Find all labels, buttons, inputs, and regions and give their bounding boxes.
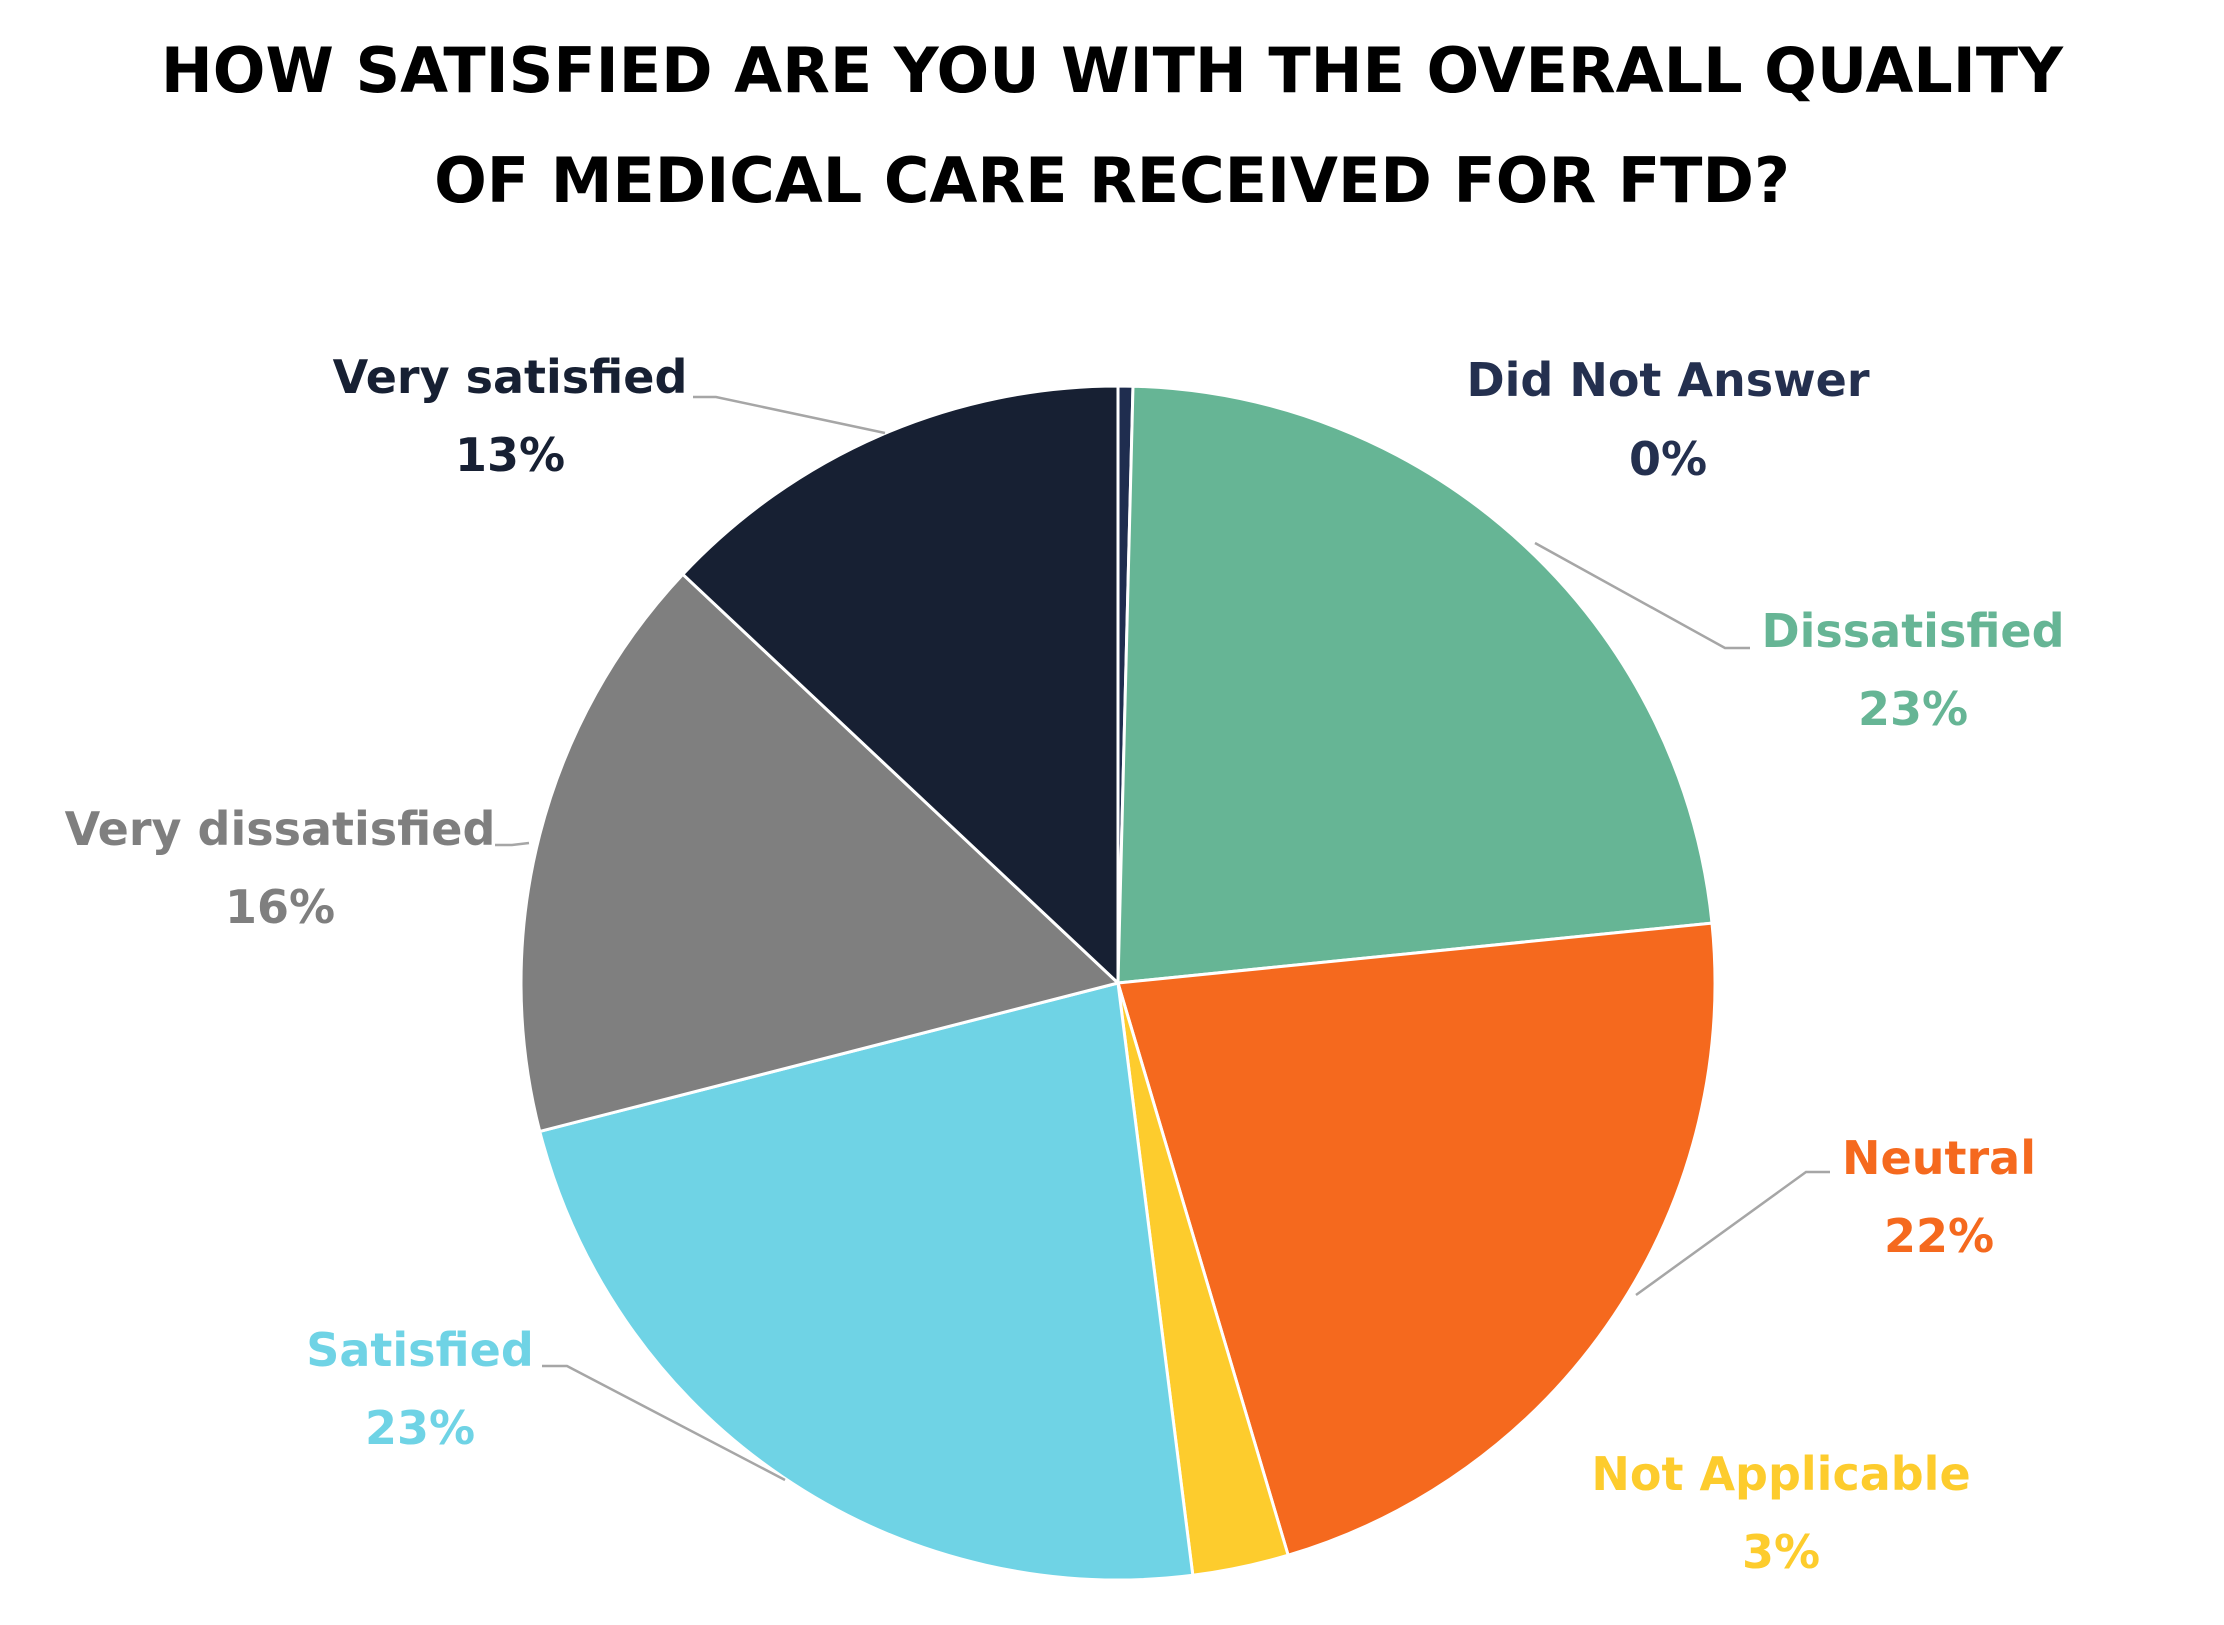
pie-slice-satisfied — [538, 981, 1195, 1582]
data-label-value-satisfied: 23% — [365, 1401, 475, 1455]
data-label-name-neutral: Neutral — [1842, 1131, 2036, 1185]
data-label-name-very-satisfied: Very satisfied — [333, 350, 688, 404]
data-labels: Did Not Answer 0% Dissatisfied 23% Neutral 22… — [65, 350, 2065, 1579]
chart-title-line-2: OF MEDICAL CARE RECEIVED FOR FTD? — [434, 144, 1790, 217]
data-label-value-neutral: 22% — [1884, 1209, 1994, 1263]
data-label-name-very-dissatisfied: Very dissatisfied — [65, 802, 496, 856]
leader-lines — [495, 395, 1830, 1482]
data-label-value-did-not-answer: 0% — [1629, 432, 1707, 486]
leader-line-dissatisfied — [1534, 541, 1750, 650]
data-label-name-dissatisfied: Dissatisfied — [1761, 604, 2064, 658]
data-label-value-not-applicable: 3% — [1742, 1525, 1820, 1579]
data-label-name-did-not-answer: Did Not Answer — [1466, 353, 1869, 407]
leader-line-very-satisfied — [693, 395, 886, 435]
pie-slice-dissatisfied — [1116, 384, 1714, 985]
data-label-value-very-satisfied: 13% — [455, 428, 565, 482]
leader-line-satisfied — [542, 1364, 786, 1482]
data-label-name-not-applicable: Not Applicable — [1591, 1447, 1970, 1501]
pie-slice-neutral — [1116, 921, 1717, 1557]
leader-line-neutral — [1635, 1170, 1830, 1297]
pie-slices — [519, 384, 1717, 1582]
leader-line-very-dissatisfied — [495, 841, 530, 847]
data-label-value-dissatisfied: 23% — [1858, 682, 1968, 736]
data-label-value-very-dissatisfied: 16% — [225, 880, 335, 934]
pie-slice-very-satisfied — [681, 384, 1120, 985]
chart-title-line-1: HOW SATISFIED ARE YOU WITH THE OVERALL Q… — [161, 34, 2064, 107]
chart-title: HOW SATISFIED ARE YOU WITH THE OVERALL Q… — [161, 34, 2064, 217]
pie-slice-very-dissatisfied — [519, 572, 1120, 1133]
data-label-name-satisfied: Satisfied — [306, 1323, 534, 1377]
